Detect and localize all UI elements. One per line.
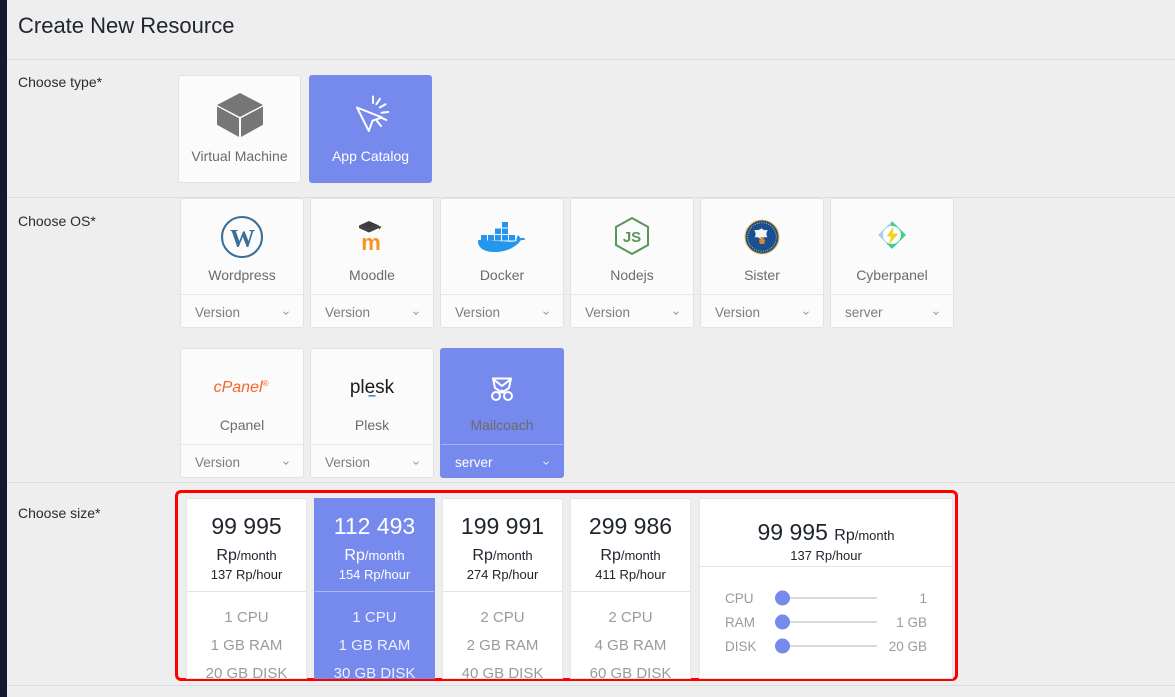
svg-text:JS: JS xyxy=(623,229,641,246)
svg-text:W: W xyxy=(230,226,255,253)
svg-text:m: m xyxy=(361,230,381,255)
svg-text:plesk: plesk xyxy=(350,377,395,398)
svg-text:cPanel®: cPanel® xyxy=(214,379,269,396)
